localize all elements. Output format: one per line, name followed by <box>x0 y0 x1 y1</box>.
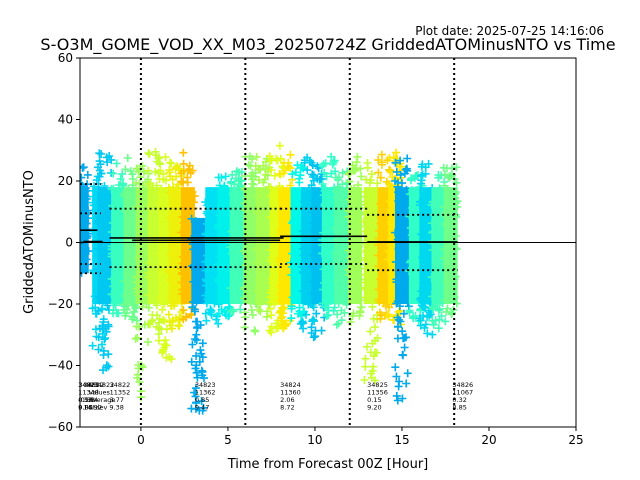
stat-annotation-line-3-0: N34822 <box>89 381 115 389</box>
stat-annotation-line-4-1: 11352 <box>110 389 131 397</box>
y-tick-label-3: 0 <box>65 236 73 250</box>
stat-annotation-line-4-2: 3.77 <box>110 396 124 404</box>
stat-annotation-line-0-2: -0.83 <box>78 396 95 404</box>
y-tick-label-4: −20 <box>48 297 73 311</box>
y-tick-label-0: 60 <box>58 51 73 65</box>
stat-annotation-line-2-0: 34822 <box>83 381 104 389</box>
stat-annotation-line-8-0: 34826 <box>452 381 473 389</box>
vertical-lines-layer <box>139 58 456 427</box>
stat-annotation-1: 34821 0.55 0.80 <box>78 381 99 412</box>
point-markers-24 <box>359 159 382 385</box>
point-column-21 <box>318 152 340 320</box>
stat-annotation-8: 34826 11067 0.32 8.85 <box>452 381 473 412</box>
stat-annotation-3: N34822 Values Average Stdev 9.38 <box>89 381 124 412</box>
stat-annotation-line-1-0: 34821 <box>78 381 99 389</box>
stat-annotation-line-3-3: Stdev 9.38 <box>89 404 124 412</box>
stat-annotation-line-6-2: 2.06 <box>280 396 294 404</box>
std-lines-layer <box>80 183 458 275</box>
stat-annotation-line-5-0: 34823 <box>195 381 216 389</box>
point-markers-4 <box>119 154 142 325</box>
stat-annotation-line-6-1: 11360 <box>280 389 301 397</box>
x-tick-label-3: 15 <box>394 433 409 447</box>
stat-annotation-line-2-2: 3.44 <box>83 396 97 404</box>
stat-annotation-7: 34825 11356 0.15 9.20 <box>367 381 388 412</box>
stat-annotation-line-5-1: 11362 <box>195 389 216 397</box>
stat-annotation-5: 34823 11362 0.85 9.47 <box>195 381 216 412</box>
x-axis-label: Time from Forecast 00Z [Hour] <box>227 457 429 472</box>
stat-annotation-line-5-2: 0.85 <box>195 396 209 404</box>
stat-annotation-line-8-3: 8.85 <box>452 404 466 412</box>
y-tick-label-6: −60 <box>48 420 73 434</box>
y-axis-label: GriddedATOMinusNTO <box>22 170 37 314</box>
stat-annotation-line-6-3: 8.72 <box>280 404 294 412</box>
stat-annotation-line-7-0: 34825 <box>367 381 388 389</box>
stat-annotation-2: 34822 3.44 14.92 <box>83 381 104 412</box>
y-tick-label-5: −40 <box>48 359 73 373</box>
point-column-23 <box>344 152 366 326</box>
points-layer <box>80 141 462 415</box>
point-markers-27 <box>391 154 413 405</box>
x-tick-label-0: 0 <box>137 433 145 447</box>
point-column-core-14 <box>243 187 258 304</box>
stat-annotation-line-7-1: 11356 <box>367 389 388 397</box>
stat-annotation-line-3-1: Values <box>89 389 111 397</box>
y-tick-label-1: 40 <box>58 113 73 127</box>
stat-annotation-line-6-0: 34824 <box>280 381 301 389</box>
stat-annotation-line-1-2: 0.55 <box>78 396 92 404</box>
point-markers-31 <box>439 163 462 319</box>
x-axis-ticks: 0 5 10 15 20 25 <box>137 427 584 447</box>
point-column-4 <box>119 154 142 325</box>
plot-date: Plot date: 2025-07-25 14:16:06 <box>415 24 604 38</box>
point-markers-23 <box>344 152 366 326</box>
point-column-2 <box>93 149 116 375</box>
stat-annotation-line-2-3: 14.92 <box>83 404 102 412</box>
mean-lines-layer <box>80 229 458 244</box>
y-axis-ticks: 60 40 20 0 −20 −40 −60 <box>48 51 80 434</box>
stat-annotation-line-8-1: 11067 <box>452 389 473 397</box>
x-tick-label-5: 25 <box>568 433 583 447</box>
stat-annotation-line-5-3: 9.47 <box>195 404 209 412</box>
stat-annotation-0: 34823 11348 -0.83 9.05 <box>78 381 99 412</box>
point-column-11 <box>201 187 224 328</box>
stat-annotation-line-7-3: 9.20 <box>367 404 381 412</box>
stat-annotation-line-1-3: 0.80 <box>78 404 92 412</box>
stat-annotation-line-0-1: 11348 <box>78 389 99 397</box>
x-tick-label-4: 20 <box>481 433 496 447</box>
stat-annotation-line-0-0: 34823 <box>78 381 99 389</box>
y-tick-label-2: 20 <box>58 174 73 188</box>
stat-annotation-line-8-2: 0.32 <box>452 396 466 404</box>
stat-annotation-line-3-2: Average <box>89 396 116 404</box>
stat-annotation-6: 34824 11360 2.06 8.72 <box>280 381 301 412</box>
stat-annotation-line-7-2: 0.15 <box>367 396 381 404</box>
stat-annotation-line-4-0: 34822 <box>110 381 131 389</box>
stat-annotation-4: 34822 11352 3.77 <box>110 381 131 404</box>
point-column-24 <box>359 159 382 385</box>
x-tick-label-2: 10 <box>307 433 322 447</box>
stat-annotation-line-0-3: 9.05 <box>78 404 92 412</box>
point-column-10 <box>187 214 209 415</box>
x-tick-label-1: 5 <box>224 433 232 447</box>
point-markers-10 <box>187 214 209 415</box>
point-column-5 <box>131 162 153 402</box>
chart-title: S-O3M_GOME_VOD_XX_M03_20250724Z GriddedA… <box>40 35 615 55</box>
